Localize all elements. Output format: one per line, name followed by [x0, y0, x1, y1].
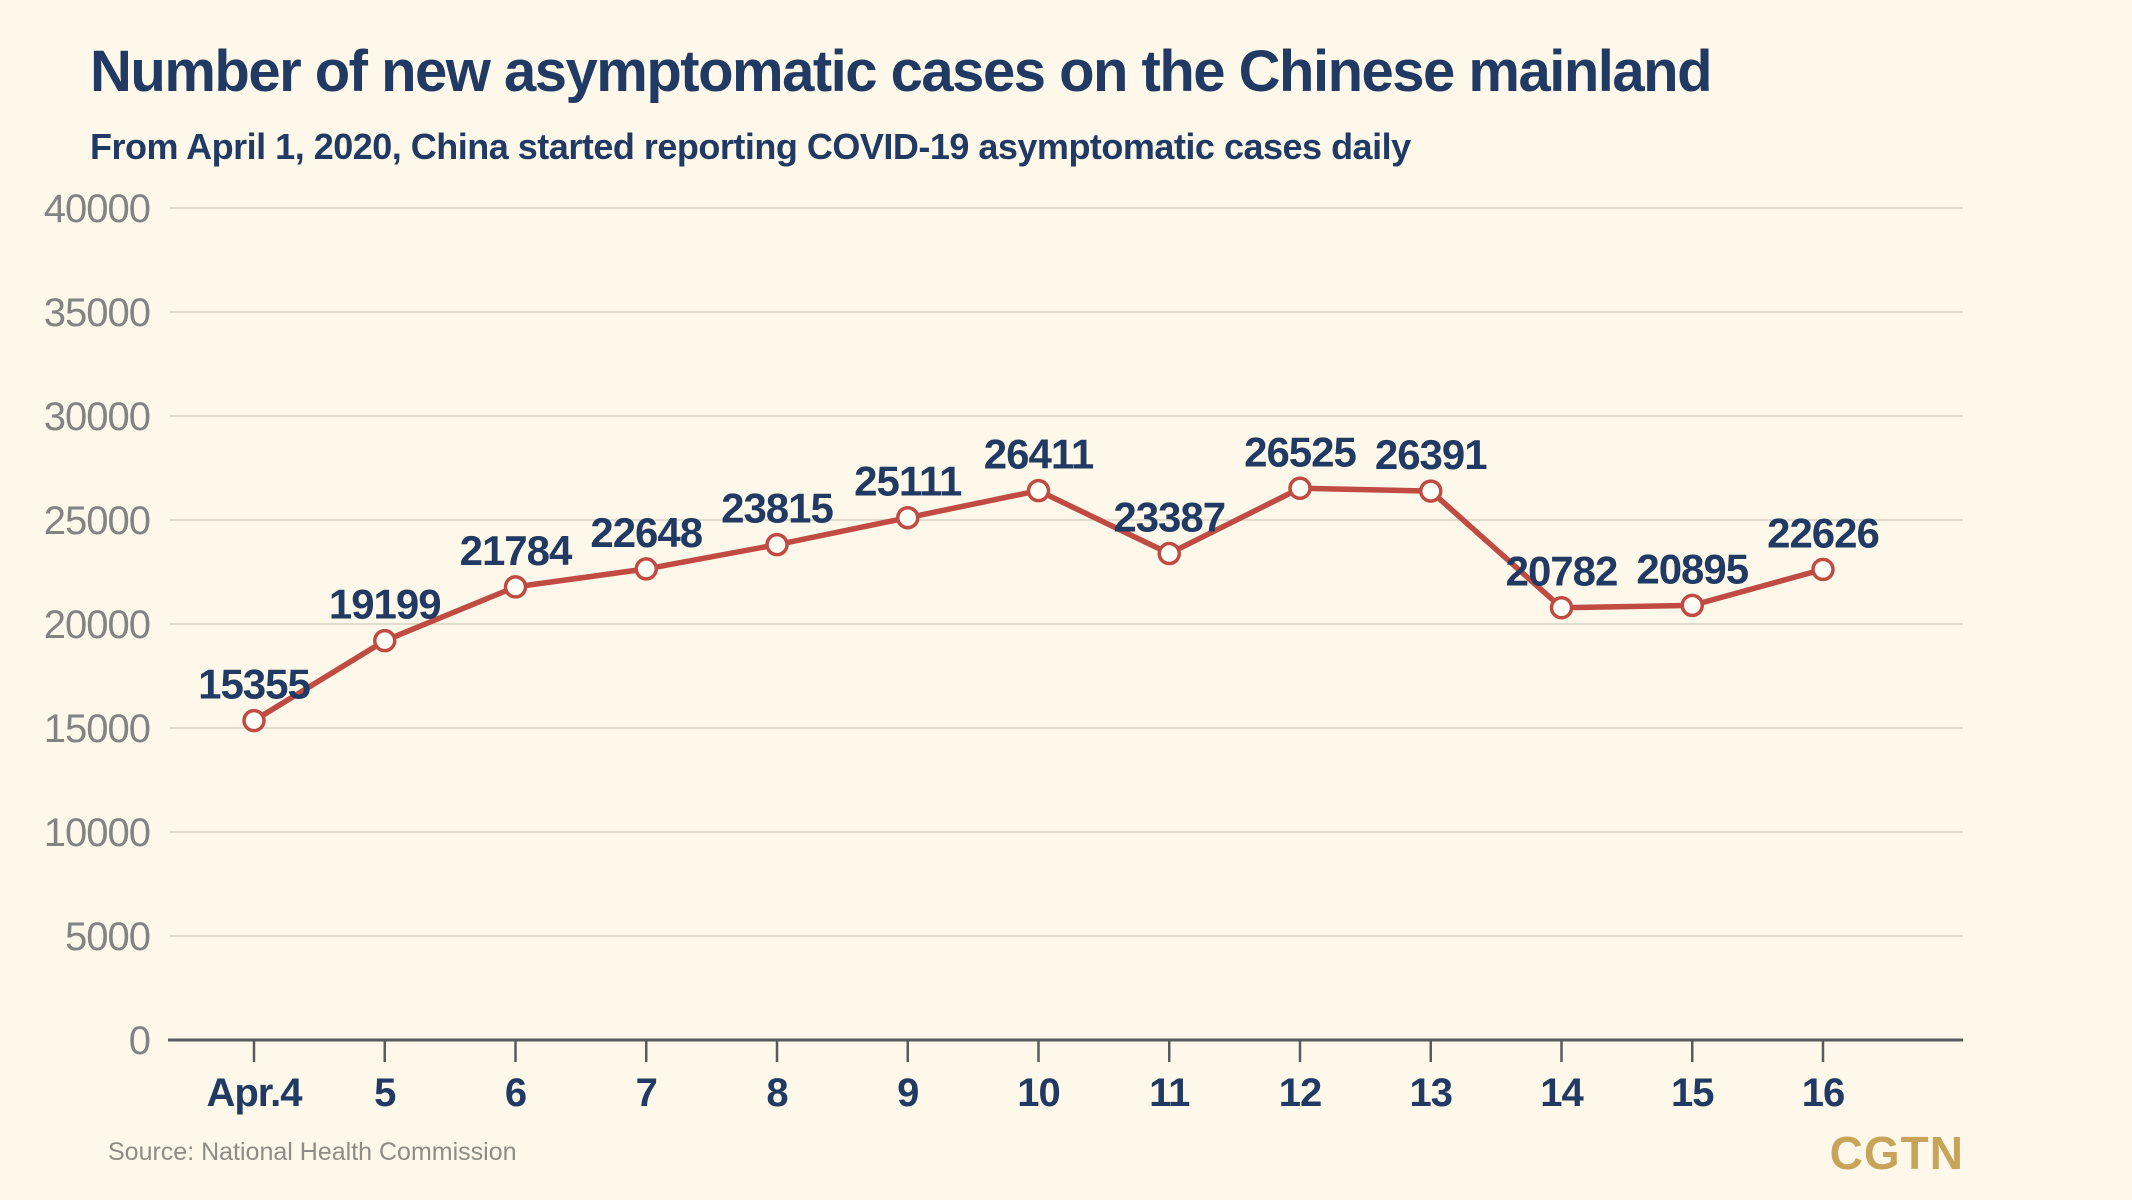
x-tick-label: 9	[897, 1071, 918, 1115]
chart-title: Number of new asymptomatic cases on the …	[90, 39, 1713, 104]
x-tick-label: 11	[1149, 1071, 1190, 1115]
x-tick-label: 5	[374, 1071, 396, 1115]
chart-subtitle: From April 1, 2020, China started report…	[90, 126, 1411, 167]
y-tick-label: 20000	[44, 603, 150, 647]
data-point-label: 15355	[198, 661, 310, 708]
y-tick-label: 25000	[44, 499, 150, 543]
x-tick-label: 16	[1802, 1071, 1845, 1115]
y-tick-label: 0	[129, 1019, 150, 1063]
data-point-label: 21784	[460, 527, 573, 574]
data-point	[1026, 478, 1051, 503]
y-tick-label: 35000	[44, 291, 150, 335]
x-tick-label: 15	[1671, 1071, 1714, 1115]
data-point-label: 20895	[1636, 545, 1748, 592]
data-point-label: 23815	[721, 485, 833, 532]
series-line	[251, 485, 1826, 724]
data-point-label: 19199	[329, 581, 441, 628]
x-tick-label: 10	[1017, 1071, 1060, 1115]
x-tick-label: 6	[505, 1071, 526, 1115]
data-point	[765, 532, 789, 557]
data-point	[634, 557, 658, 581]
x-tick-label: 8	[766, 1071, 788, 1115]
data-point	[1157, 541, 1181, 566]
data-point	[1680, 593, 1704, 618]
data-point-label: 22648	[590, 509, 702, 556]
y-tick-label: 5000	[65, 915, 150, 959]
y-tick-label: 10000	[44, 811, 150, 855]
x-tick-label: 12	[1279, 1071, 1322, 1115]
data-point-label: 26525	[1244, 428, 1356, 475]
data-point	[1288, 476, 1312, 501]
x-tick-label: 14	[1540, 1071, 1584, 1115]
data-point	[1419, 479, 1443, 503]
data-point-label: 22626	[1767, 509, 1879, 556]
x-tick-label: Apr.4	[206, 1071, 303, 1115]
data-point	[896, 505, 920, 530]
data-point	[242, 708, 266, 733]
x-tick-label: 7	[636, 1071, 657, 1115]
data-point	[503, 575, 528, 599]
data-point-label: 23387	[1113, 494, 1225, 541]
data-point-label: 26411	[984, 431, 1094, 478]
data-point-label: 20782	[1506, 548, 1618, 595]
data-point-label: 25111	[854, 458, 962, 505]
data-point	[1811, 557, 1835, 582]
y-tick-label: 30000	[44, 395, 150, 439]
x-tick-label: 13	[1410, 1071, 1453, 1115]
data-point-label: 26391	[1375, 431, 1487, 478]
y-tick-label: 40000	[44, 187, 150, 231]
y-tick-label: 15000	[44, 707, 150, 751]
data-point	[1549, 595, 1574, 620]
source-note: Source: National Health Commission	[108, 1138, 517, 1166]
cgtn-logo: CGTN	[1829, 1127, 1964, 1179]
data-point	[373, 628, 397, 653]
